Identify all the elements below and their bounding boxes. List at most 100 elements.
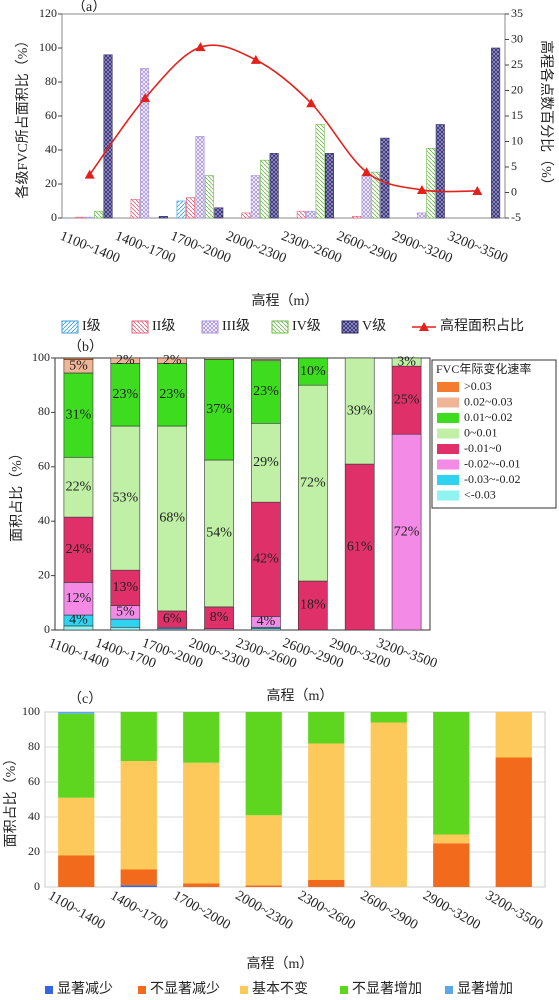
legend-label: 显著增加 [457,981,513,997]
x-tick-label: 1700~2000 [170,888,233,933]
y-tick-label: 80 [28,739,40,753]
data-label: 72% [300,475,326,490]
bar [416,212,426,219]
y2-tick-label: 5 [511,159,517,173]
bar-segment [308,743,345,880]
bar-segment [245,815,282,886]
y2-tick-label: -5 [511,210,521,224]
legend-label: -0.02~-0.01 [464,456,520,470]
legend-label: 0~0.01 [464,425,498,439]
bar [250,175,260,219]
bar-segment [495,712,532,758]
bar [370,171,380,219]
data-label: 23% [253,384,279,399]
x-tick-label: 2300~2600 [279,229,344,267]
bar-segment [120,761,157,870]
y2-axis-title: 高程各点数百分比（%） [538,40,555,192]
y-tick-label: 20 [38,567,50,581]
legend-swatch [240,986,248,994]
legend-label: II级 [152,318,175,334]
bar-segment [308,712,345,744]
data-label: 68% [159,511,185,526]
y2-tick-label: 35 [511,6,523,20]
marker [195,42,206,52]
data-label: 72% [394,524,420,539]
legend-label: >0.03 [464,379,492,393]
y-tick-label: 100 [22,704,40,718]
x-tick-label: 1400~1700 [108,888,171,933]
bar [426,148,436,219]
data-label: 53% [112,490,138,505]
x-tick-label: 1700~2000 [168,229,233,267]
y-tick-label: 100 [39,40,57,54]
legend-label: 高程面积占比 [440,317,524,334]
bar [325,153,335,219]
bar-segment [120,869,157,886]
data-label: 2% [116,353,135,368]
data-label: 13% [112,580,138,595]
y-tick-label: 40 [45,142,57,156]
x-tick-label: 2000~2300 [233,888,296,933]
bar-segment [245,712,282,816]
bar-segment [251,359,281,362]
bar [361,175,371,219]
y-tick-label: 0 [44,622,50,636]
x-axis-title: 高程（m） [267,687,334,704]
marker [361,167,372,177]
y-tick-label: 100 [32,350,50,364]
bar-segment [433,712,470,835]
legend-swatch [419,322,429,331]
legend-label: 不显著减少 [150,981,220,997]
bar [158,216,168,219]
y2-tick-label: 0 [511,184,517,198]
data-label: 24% [66,542,92,557]
marker [250,54,261,64]
bar [241,212,251,219]
y2-tick-label: 15 [511,108,523,122]
y-tick-label: 40 [28,809,40,823]
y2-tick-label: 25 [511,57,523,71]
legend-label: V级 [362,318,386,334]
bar-segment [58,855,95,887]
bar-segment [370,722,407,887]
legend-swatch [138,986,146,994]
bar [435,124,445,219]
bar-segment [110,569,141,606]
y-tick-label: 60 [45,108,57,122]
bar [103,54,113,219]
marker [84,169,95,179]
legend-label: -0.03~-0.02 [464,472,520,486]
bar [315,124,325,219]
bar-segment [391,357,422,367]
x-axis-title: 高程（m） [252,292,319,309]
data-label: 61% [347,539,373,554]
bar [84,216,94,219]
data-label: 37% [206,402,232,417]
legend-swatch [341,320,359,334]
bar-segment [204,357,234,360]
bar-segment [63,456,94,518]
bar-segment [120,712,157,761]
legend-swatch [271,320,289,334]
y-tick-label: 60 [28,774,40,788]
y-axis-title: 各级FVC所占面积比（%） [15,34,31,199]
y-tick-label: 20 [28,844,40,858]
y-tick-label: 120 [39,6,57,20]
bar [75,216,85,219]
data-label: 4% [69,613,88,628]
data-label: 42% [253,551,279,566]
legend-swatch [437,459,459,470]
bar-segment [251,501,281,617]
y-tick-label: 0 [51,210,57,224]
legend-swatch [201,320,219,334]
bar [352,216,362,219]
bar [140,68,150,219]
legend-label: 不显著增加 [352,981,422,997]
x-tick-label: 2300~2600 [295,888,358,933]
x-tick-label: 2000~2300 [224,229,289,267]
data-label: 5% [69,358,88,373]
x-tick-label: 2600~2900 [334,229,399,267]
x-axis-title: 高程（m） [247,955,314,972]
y-tick-label: 0 [34,879,40,893]
